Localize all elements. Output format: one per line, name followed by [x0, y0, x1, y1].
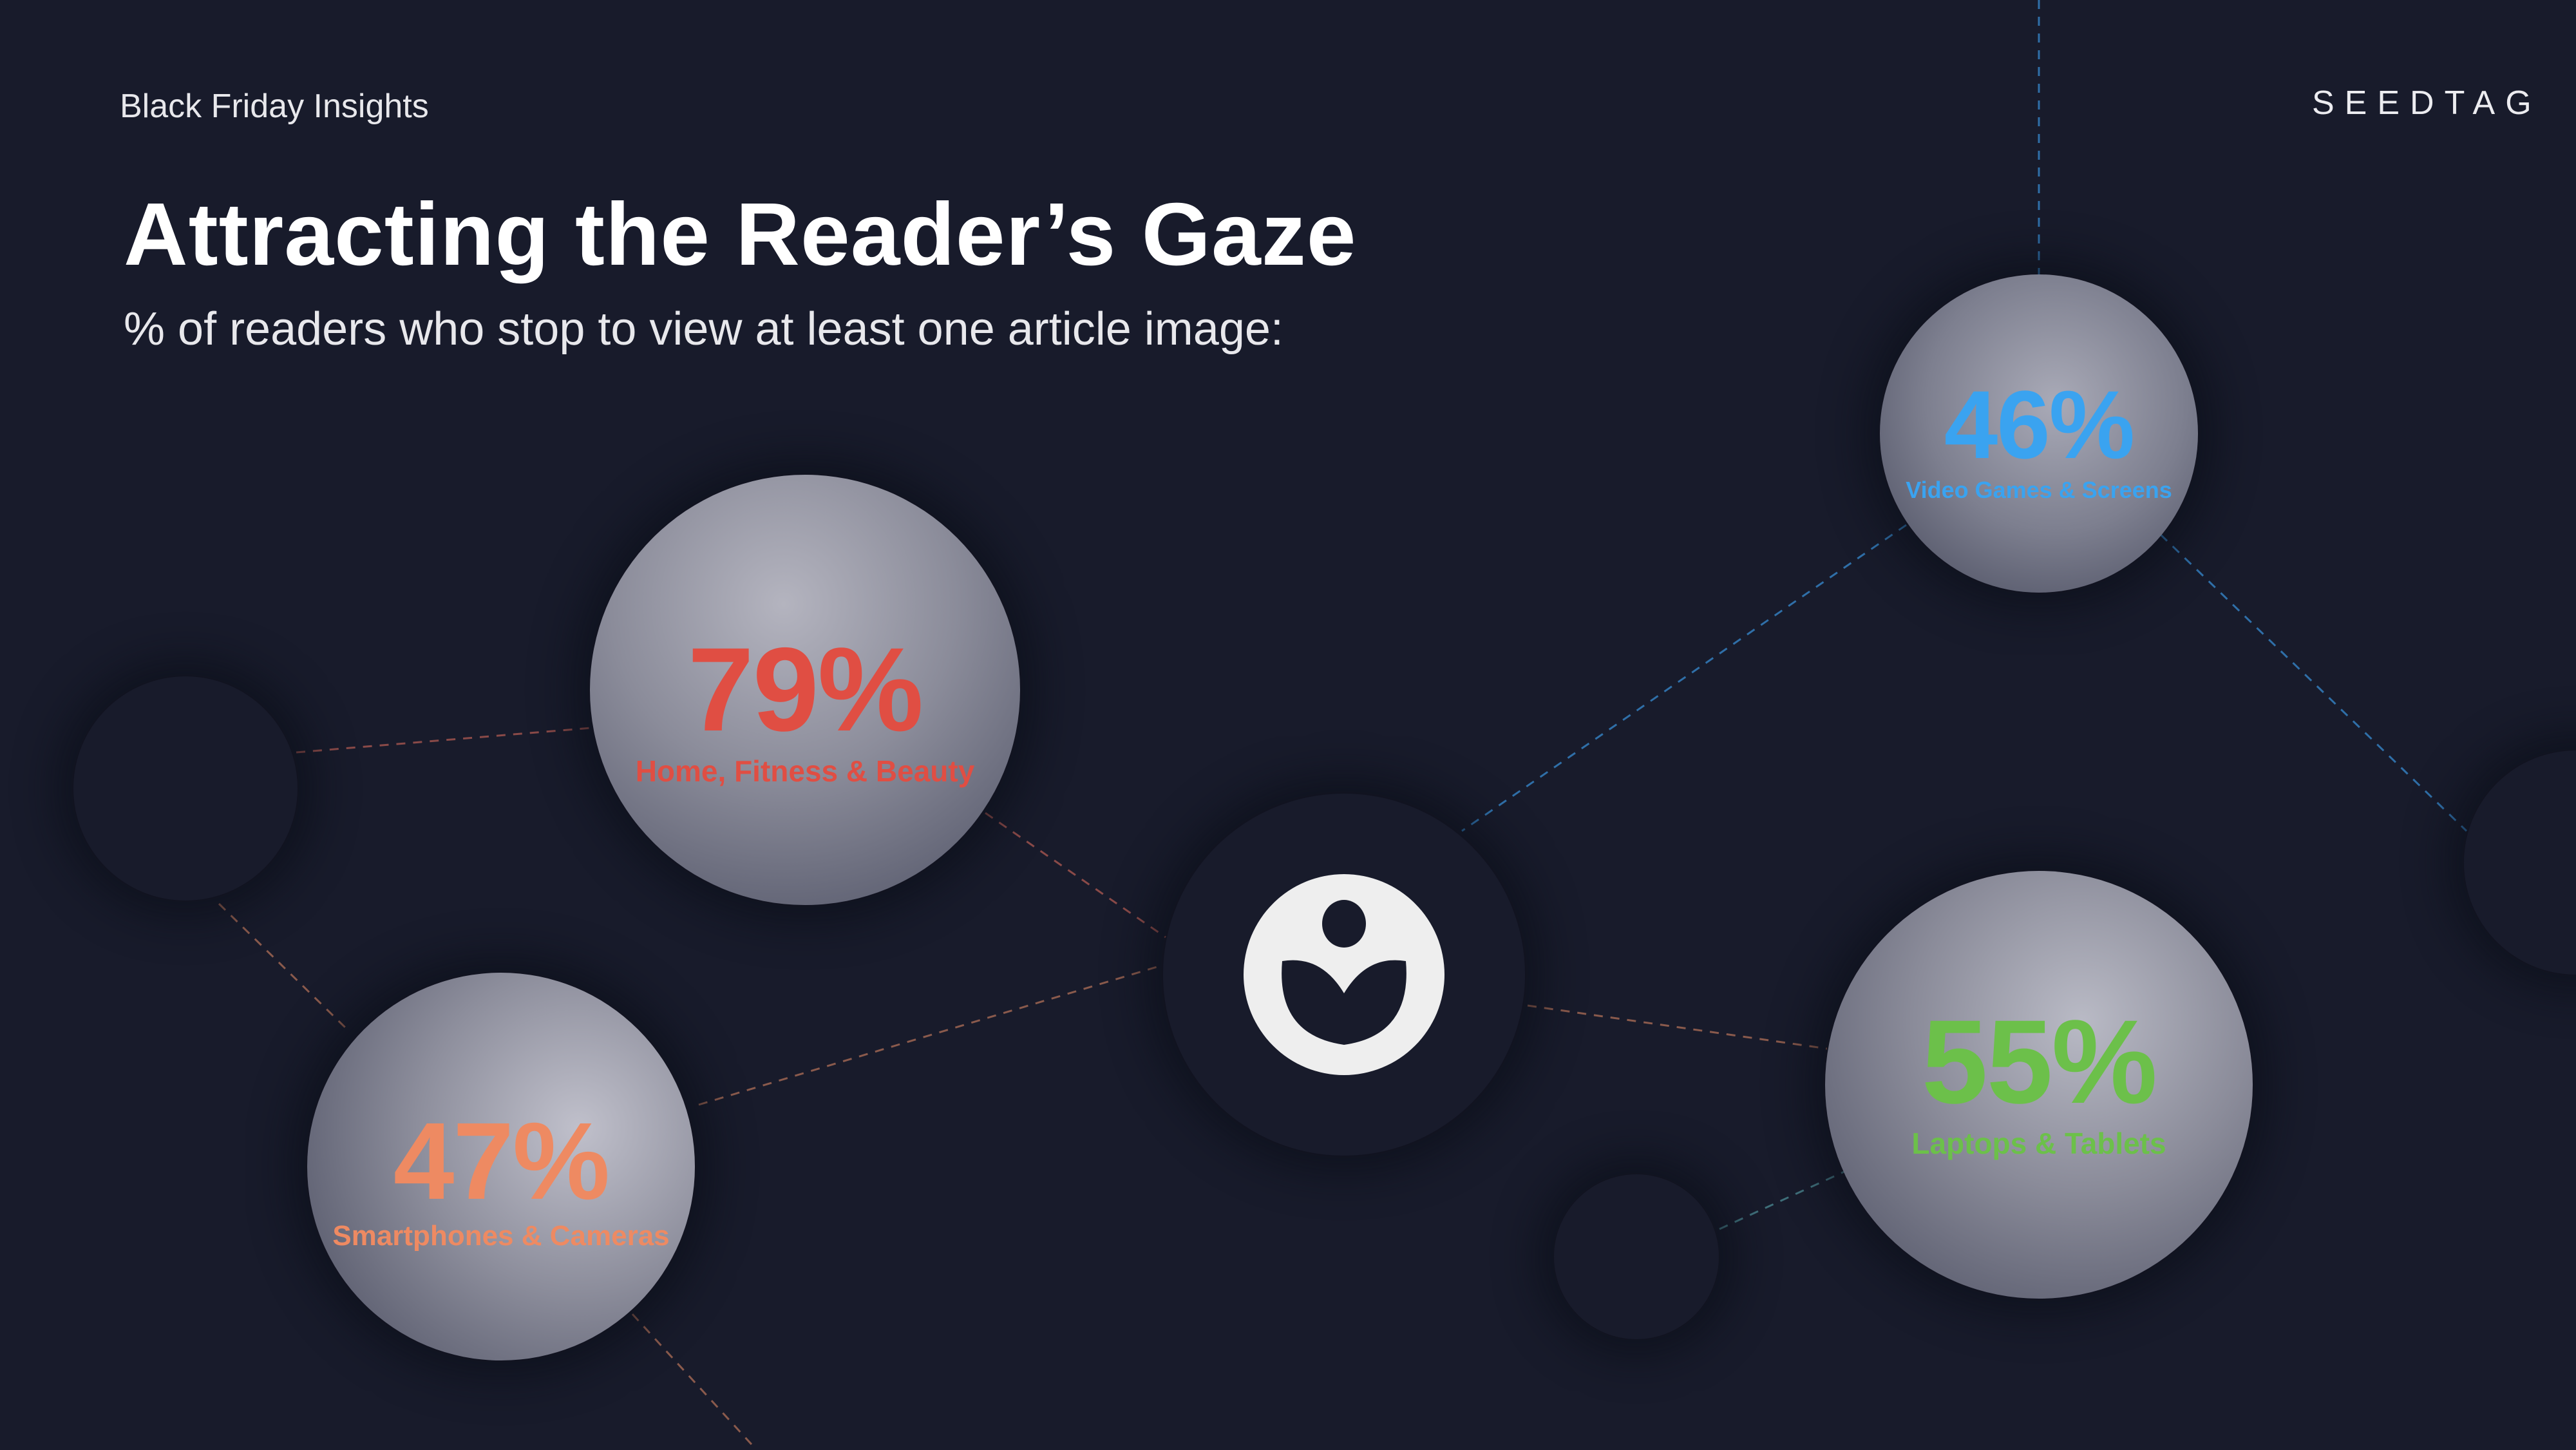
brand-logo: SEEDTAG: [2312, 84, 2542, 122]
eyebrow-label: Black Friday Insights: [120, 88, 429, 125]
category-percentage: 47%: [393, 1100, 610, 1223]
connector-line: [1461, 524, 1907, 832]
connector-line: [296, 727, 592, 754]
category-label: Video Games & Screens: [1906, 477, 2172, 503]
connector-line: [631, 1313, 758, 1450]
connector-line: [1527, 1004, 1828, 1050]
connector-line: [1719, 1169, 1849, 1230]
category-percentage: 55%: [1921, 995, 2157, 1129]
category-percentage: 79%: [687, 623, 923, 756]
decorative-circle: [73, 676, 298, 901]
category-label: Smartphones & Cameras: [332, 1220, 670, 1252]
category-circle-smartphones-cameras: 47% Smartphones & Cameras: [307, 973, 695, 1360]
page-title: Attracting the Reader’s Gaze: [124, 185, 1357, 284]
page-subtitle: % of readers who stop to view at least o…: [124, 303, 1283, 355]
category-circle-video-games-screens: 46% Video Games & Screens: [1880, 274, 2198, 593]
connector-line: [218, 902, 346, 1029]
category-circle-home-fitness-beauty: 79% Home, Fitness & Beauty: [590, 475, 1020, 905]
category-label: Home, Fitness & Beauty: [635, 754, 975, 788]
category-label: Laptops & Tablets: [1911, 1126, 2166, 1160]
seedtag-logo-icon: [1244, 874, 1444, 1075]
decorative-circle: [1554, 1174, 1719, 1339]
category-percentage: 46%: [1944, 370, 2135, 479]
connector-line: [698, 965, 1160, 1106]
connector-line: [2159, 533, 2468, 832]
category-circle-laptops-tablets: 55% Laptops & Tablets: [1825, 871, 2253, 1299]
center-logo-circle: [1163, 794, 1525, 1156]
connector-line: [985, 812, 1166, 939]
